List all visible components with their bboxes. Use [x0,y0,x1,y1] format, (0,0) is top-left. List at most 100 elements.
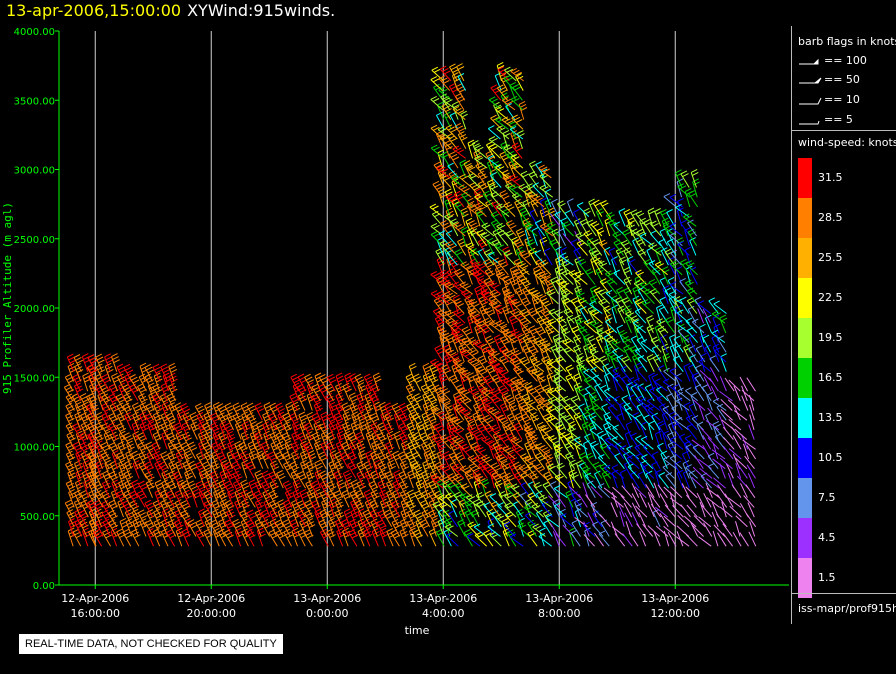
wind-barb [289,518,300,537]
wind-barb [499,433,510,450]
wind-barb [439,269,452,285]
wind-barb [451,198,460,217]
wind-barb [509,184,523,198]
wind-barb [628,394,639,411]
wind-barb [454,403,465,421]
wind-barb [561,328,575,343]
wind-barb [174,508,184,528]
wind-barb [448,151,460,169]
wind-barb [145,412,156,431]
wind-barb [166,499,177,518]
wind-barb [325,383,335,402]
wind-barb [203,528,213,547]
wind-barb [666,383,677,402]
wind-barb [183,450,193,469]
speed-swatch-label: 1.5 [818,571,836,584]
wind-barb [452,309,466,324]
wind-barb [219,469,229,489]
wind-barb [333,490,344,508]
wind-barb [386,489,396,508]
wind-barb [83,479,92,498]
wind-barb [335,420,345,440]
wind-barb [656,386,669,402]
wind-barb [369,392,380,411]
wind-barb [260,509,271,528]
wind-barb [226,430,236,450]
wind-barb [431,66,445,82]
wind-barb [465,242,479,256]
wind-barb [575,290,589,305]
wind-barb [311,383,322,402]
wind-barb [656,420,664,440]
wind-barb [527,519,538,537]
wind-barb [472,339,487,353]
wind-barb [492,373,503,392]
wind-barb [590,358,604,373]
wind-barb [443,140,453,159]
wind-barb [500,460,511,479]
wind-barb [485,150,496,169]
wind-barb [269,499,279,518]
wind-barb [467,309,481,324]
wind-barb [728,419,742,431]
wind-barb [691,415,704,431]
wind-barb [519,308,532,324]
wind-barb [432,180,443,198]
wind-barb [398,402,409,421]
wind-barb [477,238,488,256]
wind-barb [441,364,452,382]
wind-barb [129,490,140,508]
wind-barb [543,471,554,489]
wind-barb [343,508,353,527]
wind-barb [117,441,127,460]
wind-barb [422,479,432,498]
wind-barb [575,385,588,402]
wind-barb [518,401,527,421]
wind-barb [502,304,512,324]
wind-barb [296,499,307,518]
wind-barb [285,401,295,421]
wind-barb [732,435,742,450]
wind-barb [282,451,293,469]
wind-barb [176,479,186,498]
wind-barb [226,508,236,528]
wind-barb [533,265,542,285]
wind-barb [663,455,677,470]
wind-barb [592,443,604,460]
wind-barb [335,440,346,460]
wind-barb [357,508,367,527]
flag-50-label: == 50 [824,73,860,86]
wind-barb [463,160,474,179]
wind-barb [399,412,410,431]
wind-barb [435,130,446,149]
y-axis-label: 915 Profiler Altitude (m agl) [1,202,14,394]
wind-barb [291,431,301,450]
wind-barb [583,534,595,547]
wind-barb [246,412,257,431]
wind-barb [709,367,719,382]
wind-barb [623,460,633,479]
wind-barb [675,417,689,431]
wind-barb [245,519,256,537]
wind-barb [152,411,163,431]
wind-barb [497,385,509,402]
speed-swatch-label: 4.5 [818,531,836,544]
wind-barb [232,518,242,537]
wind-barb [749,404,755,421]
wind-barb [664,287,675,305]
wind-barb [719,463,726,479]
wind-barb [590,220,603,237]
wind-barb [627,376,641,392]
wind-barb [116,412,127,431]
wind-barb [659,296,669,314]
wind-barb [566,314,575,334]
wind-barb [254,402,265,421]
wind-barb [220,459,230,479]
wind-barb [540,298,552,314]
wind-barb [501,116,515,130]
wind-barb [648,420,655,440]
wind-barb [291,450,301,469]
wind-barb [583,376,596,392]
wind-barb [460,207,469,227]
wind-barb [459,367,472,382]
